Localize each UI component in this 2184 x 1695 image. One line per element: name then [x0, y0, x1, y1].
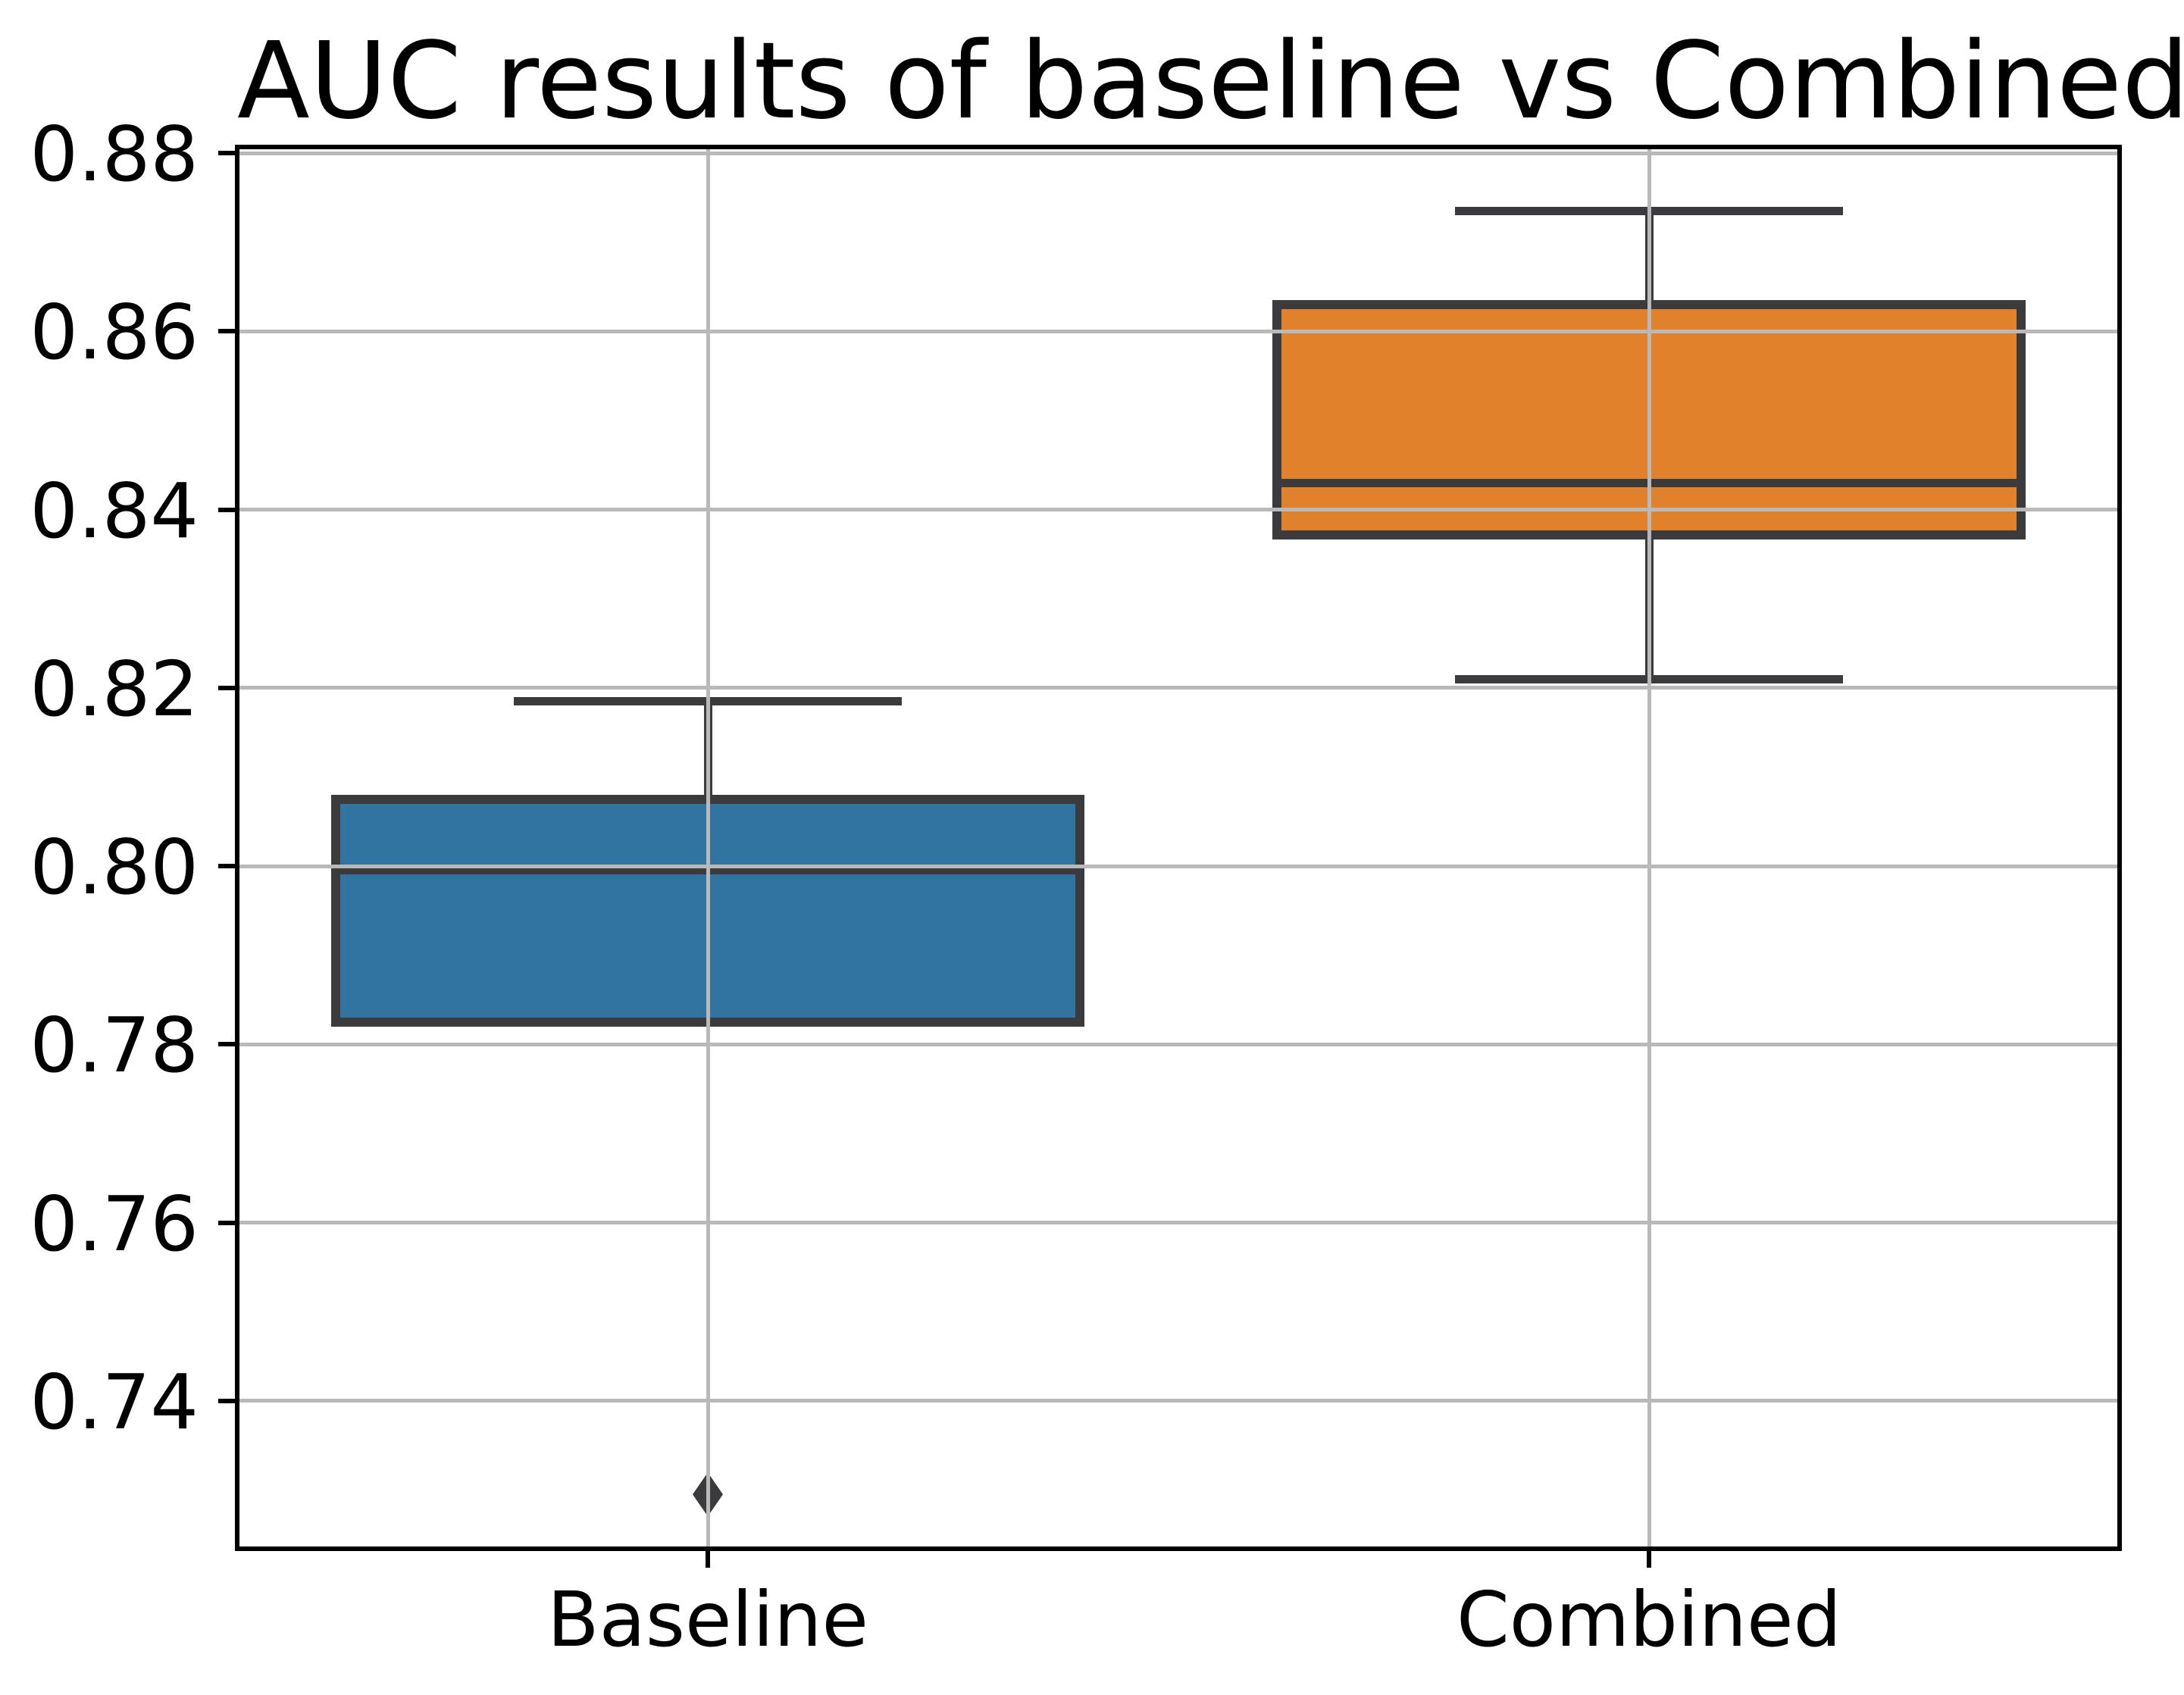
y-tick	[218, 329, 237, 334]
y-tick	[218, 685, 237, 690]
y-tick	[218, 1042, 237, 1047]
y-tick-label: 0.88	[30, 110, 199, 199]
spine-top	[235, 145, 2122, 149]
y-tick-label: 0.80	[30, 823, 199, 912]
spine-right	[2117, 145, 2122, 1551]
y-tick	[218, 864, 237, 869]
x-tick-label: Baseline	[547, 1575, 868, 1664]
y-tick-label: 0.74	[30, 1357, 199, 1446]
h-gridline	[237, 1399, 2120, 1403]
y-tick	[218, 1220, 237, 1225]
v-gridline	[1647, 147, 1651, 1549]
chart-title: AUC results of baseline vs Combined	[237, 20, 2184, 143]
h-gridline	[237, 1221, 2120, 1225]
spine-bottom	[235, 1546, 2122, 1551]
h-gridline	[237, 686, 2120, 690]
h-gridline	[237, 864, 2120, 868]
y-tick-label: 0.84	[30, 466, 199, 555]
x-tick-label: Combined	[1456, 1575, 1842, 1664]
h-gridline	[237, 1042, 2120, 1046]
y-tick-label: 0.86	[30, 288, 199, 377]
h-gridline	[237, 508, 2120, 512]
y-tick-label: 0.78	[30, 1001, 199, 1090]
y-tick	[218, 151, 237, 156]
grid-layer	[237, 147, 2120, 1549]
plot-area	[237, 147, 2120, 1549]
y-tick	[218, 1398, 237, 1403]
x-tick	[1647, 1551, 1651, 1568]
spine-left	[235, 145, 239, 1551]
y-tick-label: 0.82	[30, 644, 199, 733]
v-gridline	[706, 147, 710, 1549]
y-tick	[218, 507, 237, 512]
h-gridline	[237, 329, 2120, 333]
x-tick	[706, 1551, 710, 1568]
h-gridline	[237, 151, 2120, 155]
y-tick-label: 0.76	[30, 1179, 199, 1268]
